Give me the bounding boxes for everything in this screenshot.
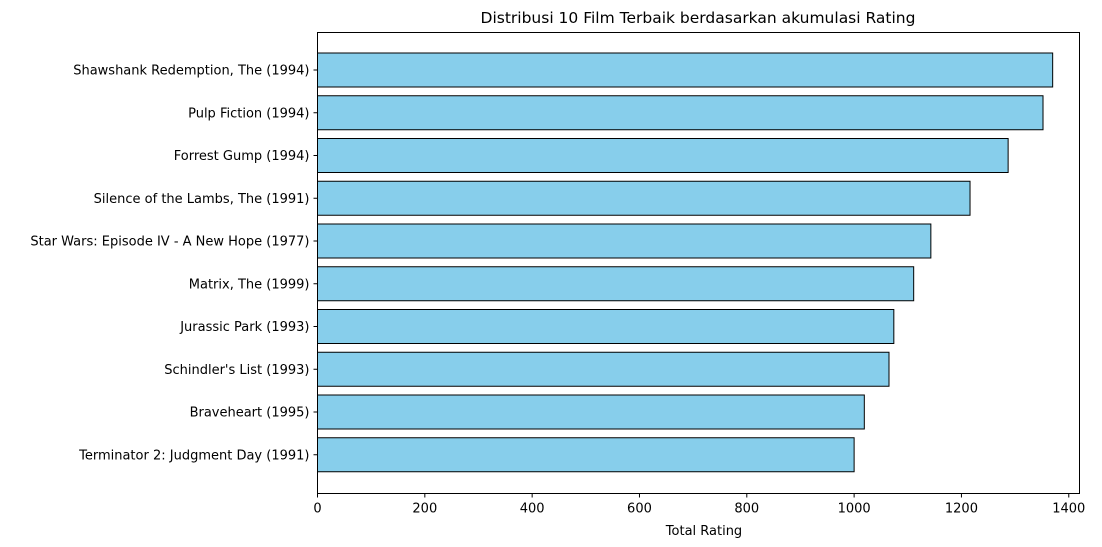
bar (317, 52, 1054, 88)
x-tick-label: 0 (313, 502, 321, 517)
x-tick-label: 1000 (838, 502, 871, 517)
bar (317, 138, 1009, 173)
y-tick-label: Jurassic Park (1993) (179, 320, 309, 335)
bar (317, 95, 1044, 131)
y-tick-label: Pulp Fiction (1994) (188, 106, 309, 121)
plot-frame (317, 32, 1080, 494)
bars-group (317, 52, 1054, 473)
x-tick-label: 800 (734, 502, 759, 517)
chart-title: Distribusi 10 Film Terbaik berdasarkan a… (481, 9, 916, 27)
x-tick-label: 1200 (945, 502, 978, 517)
bar (317, 223, 932, 259)
bar (317, 351, 890, 387)
x-tick-label: 200 (412, 502, 437, 517)
bar (317, 394, 865, 430)
y-tick-label: Silence of the Lambs, The (1991) (94, 192, 310, 207)
y-tick-label: Braveheart (1995) (190, 406, 310, 421)
y-tick-label: Star Wars: Episode IV - A New Hope (1977… (30, 235, 309, 250)
x-axis-title: Total Rating (665, 524, 742, 539)
bar (317, 437, 855, 473)
x-tick-label: 1400 (1052, 502, 1085, 517)
y-tick-label: Forrest Gump (1994) (174, 149, 310, 164)
bar (317, 309, 895, 344)
bar (317, 266, 915, 302)
y-tick-label: Matrix, The (1999) (189, 277, 310, 292)
x-tick-label: 600 (627, 502, 652, 517)
y-tick-label: Shawshank Redemption, The (1994) (73, 64, 309, 79)
x-axis-ticks: 0 200 400 600 800 1000 1200 1400 (313, 493, 1085, 517)
y-tick-label: Schindler's List (1993) (164, 363, 309, 378)
x-tick-label: 400 (520, 502, 545, 517)
y-tick-label: Terminator 2: Judgment Day (1991) (78, 448, 309, 463)
y-tick-labels: Shawshank Redemption, The (1994) Pulp Fic… (30, 64, 318, 463)
bar (317, 180, 971, 216)
